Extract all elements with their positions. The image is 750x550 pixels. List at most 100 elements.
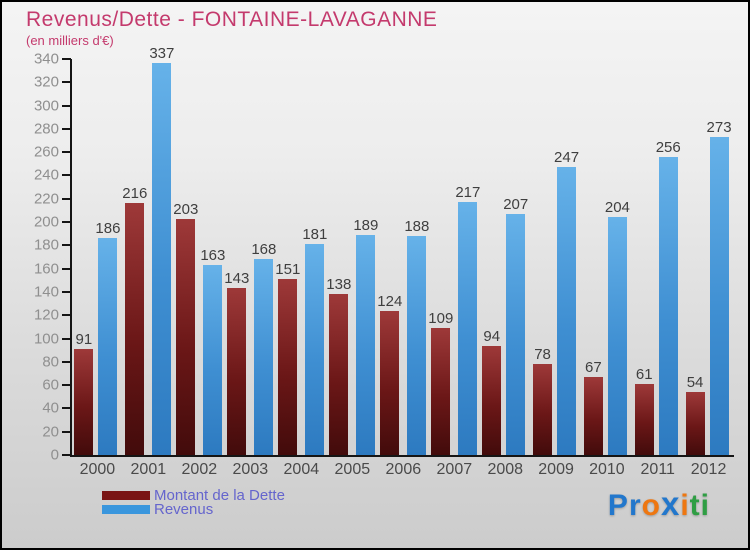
bar-column-revenus-2002: 163 [200,59,225,455]
bar-column-dette-2007: 109 [428,59,453,455]
bar-revenus-2007 [458,202,478,455]
bar-column-dette-2000: 91 [74,59,94,455]
bar-column-dette-2005: 138 [326,59,351,455]
logo-letter: x [660,485,681,522]
x-axis-label-2011: 2011 [640,461,675,478]
bar-column-dette-2001: 216 [122,59,147,455]
bar-revenus-2005 [356,234,376,455]
bar-dette-2007 [431,328,451,455]
bar-column-revenus-2007: 217 [455,59,480,455]
logo-letter: P [607,489,629,522]
plot-area: 91 186 2000 216 337 2001 203 163 2002 143 168 2003 1… [34,46,734,478]
legend-swatch-dette [102,490,150,500]
y-axis-tick-label: 20 [42,423,59,441]
bar-dette-2005 [329,294,349,455]
year-group-2011: 61 256 2011 [632,59,683,478]
bar-value-label: 204 [604,199,630,217]
x-axis-label-2000: 2000 [79,461,116,478]
y-axis-tick-label: 260 [33,143,59,161]
y-axis-tick-label: 200 [33,213,59,231]
y-axis-tick [62,81,71,84]
logo-letter: t [689,489,701,522]
bar-dette-2012 [685,392,705,455]
bar-value-label: 337 [149,44,175,62]
y-axis-tick [62,58,71,60]
bar-column-revenus-2004: 181 [302,59,327,455]
year-group-2012: 54 273 2012 [683,59,734,478]
bar-column-revenus-2008: 207 [503,59,528,455]
logo-letter: i [680,489,690,522]
bar-column-revenus-2005: 189 [353,59,378,455]
x-axis-label-2008: 2008 [487,461,524,478]
bar-revenus-2000 [98,238,118,455]
bar-column-revenus-2011: 256 [656,59,681,455]
y-axis-tick [62,290,71,293]
bar-dette-2004 [278,279,298,455]
bar-column-revenus-2001: 337 [149,46,174,455]
bar-value-label: 203 [173,200,199,218]
bar-value-label: 256 [655,138,681,156]
bar-value-label: 216 [122,185,148,203]
bar-column-dette-2008: 94 [482,59,502,455]
legend-label-revenus: Revenus [154,500,214,518]
bar-dette-2011 [634,383,654,455]
bar-value-label: 163 [200,247,226,265]
y-axis-tick-label: 220 [33,190,59,208]
bar-column-dette-2010: 67 [583,59,603,455]
proxiti-logo[interactable]: Proxiti [607,485,710,522]
y-axis-tick-label: 60 [42,376,59,394]
year-group-2005: 138 189 2005 [326,59,378,478]
y-axis-tick [62,104,71,107]
bar-value-label: 67 [585,358,602,376]
bar-value-label: 181 [302,226,328,244]
bar-column-dette-2009: 78 [533,59,553,455]
legend-label-dette: Montant de la Dette [154,486,285,504]
x-axis-label-2012: 2012 [690,461,727,478]
bar-revenus-2004 [305,244,325,455]
bar-revenus-2012 [709,137,729,455]
y-axis-tick [62,360,71,363]
bar-dette-2000 [74,349,94,455]
bar-value-label: 151 [275,261,301,279]
chart-title: Revenus/Dette - FONTAINE-LAVAGANNE [26,8,438,31]
bar-dette-2003 [227,288,247,455]
y-axis-tick-label: 160 [33,260,59,278]
bar-revenus-2003 [254,259,274,455]
x-axis-label-2004: 2004 [283,461,320,478]
bar-column-dette-2004: 151 [275,59,300,455]
year-group-2004: 151 181 2004 [275,59,327,478]
x-axis-label-2009: 2009 [538,461,574,478]
bar-revenus-2001 [152,62,172,455]
bar-column-revenus-2003: 168 [251,59,276,455]
bar-value-label: 273 [706,119,732,137]
y-axis-tick [62,314,71,317]
bar-column-revenus-2006: 188 [404,59,429,455]
x-axis-label-2007: 2007 [436,461,473,478]
y-axis-tick [62,454,71,456]
y-axis-tick [62,221,71,224]
bar-revenus-2009 [557,167,577,455]
legend: Montant de la Dette Revenus [102,486,285,518]
bar-value-label: 189 [353,216,379,234]
year-group-2008: 94 207 2008 [480,59,531,478]
y-axis-tick [62,197,71,200]
y-axis-tick-label: 300 [33,97,59,115]
bar-revenus-2010 [607,217,627,455]
y-axis-tick-label: 40 [42,399,59,417]
bar-value-label: 247 [554,149,580,167]
y-axis-tick [62,267,71,270]
bar-column-dette-2002: 203 [173,59,198,455]
bar-dette-2006 [380,310,400,455]
bar-dette-2008 [482,345,502,455]
year-group-2006: 124 188 2006 [377,59,429,478]
bar-value-label: 217 [455,184,481,202]
y-axis-tick [62,244,71,247]
bar-value-label: 186 [95,220,121,238]
year-group-2009: 78 247 2009 [531,59,582,478]
x-axis-label-2006: 2006 [385,461,422,478]
y-axis-tick-label: 320 [33,73,59,91]
y-axis-tick-label: 100 [33,330,59,348]
bar-dette-2009 [533,364,553,455]
y-axis-tick-label: 280 [33,120,59,138]
y-axis-tick [62,407,71,410]
